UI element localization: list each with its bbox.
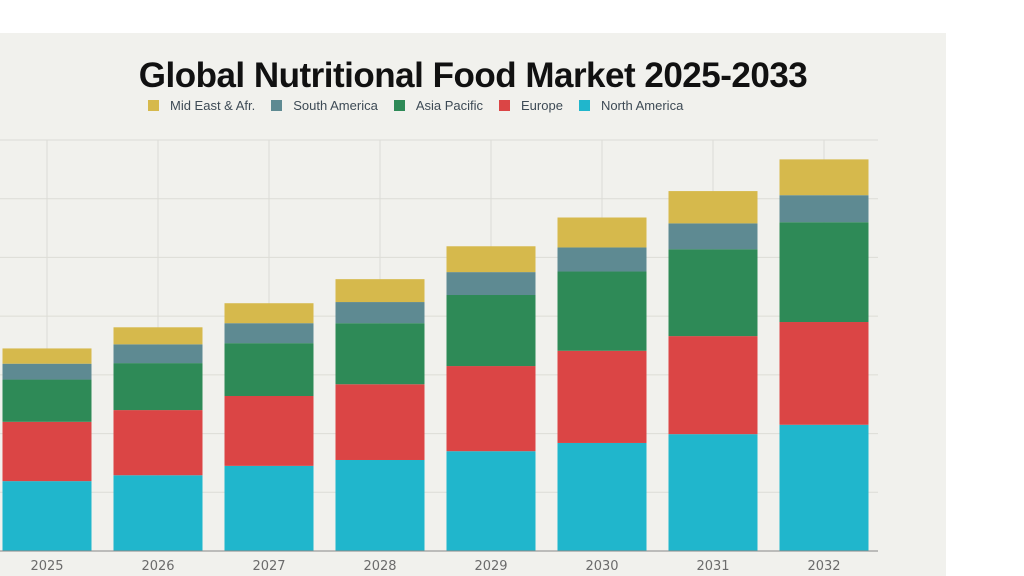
bar-segment-mid-east-afr--2032 xyxy=(779,159,869,196)
bar-segment-mid-east-afr--2031 xyxy=(668,191,758,224)
bar-segment-south-america-2031 xyxy=(668,223,758,250)
bar-segment-south-america-2027 xyxy=(224,323,314,344)
bar-segment-mid-east-afr--2030 xyxy=(557,217,647,248)
legend-swatch xyxy=(499,100,511,111)
legend: Mid East & Afr. South America Asia Pacific… xyxy=(148,98,683,113)
bar-segment-north-america-2031 xyxy=(668,434,758,551)
bar-segment-mid-east-afr--2027 xyxy=(224,303,314,324)
bar-segment-asia-pacific-2025 xyxy=(2,379,92,422)
legend-item: South America xyxy=(271,98,378,113)
x-tick-label: 2031 xyxy=(696,559,729,574)
bar-segment-asia-pacific-2030 xyxy=(557,271,647,351)
bar-segment-asia-pacific-2032 xyxy=(779,222,869,323)
bar-segment-mid-east-afr--2028 xyxy=(335,279,425,303)
bar-segment-north-america-2032 xyxy=(779,424,869,551)
bar-segment-north-america-2028 xyxy=(335,459,425,551)
legend-swatch xyxy=(148,100,159,111)
bar-segment-europe-2032 xyxy=(779,322,869,425)
legend-label: Asia Pacific xyxy=(415,98,484,113)
bar-segment-south-america-2028 xyxy=(335,302,425,324)
bar-segment-asia-pacific-2026 xyxy=(113,363,203,411)
x-tick-label: 2027 xyxy=(252,559,285,574)
bar-segment-asia-pacific-2027 xyxy=(224,343,314,396)
bar-segment-south-america-2025 xyxy=(2,363,92,380)
bar-segment-south-america-2030 xyxy=(557,247,647,272)
bar-segment-europe-2031 xyxy=(668,336,758,435)
bar-segment-mid-east-afr--2025 xyxy=(2,348,92,364)
legend-swatch xyxy=(578,100,590,111)
chart-title: Global Nutritional Food Market 2025-2033 xyxy=(138,56,808,95)
legend-item: Europe xyxy=(499,98,563,113)
legend-item: Asia Pacific xyxy=(393,98,484,113)
bar-segment-europe-2025 xyxy=(2,421,92,482)
legend-item: Mid East & Afr. xyxy=(148,98,255,113)
x-tick-label: 2026 xyxy=(141,559,174,574)
x-tick-label: 2025 xyxy=(30,559,63,574)
x-tick-label: 2032 xyxy=(807,559,840,574)
bar-segment-europe-2028 xyxy=(335,384,425,460)
legend-swatch xyxy=(393,100,405,111)
bar-segment-europe-2027 xyxy=(224,395,314,466)
legend-label: South America xyxy=(293,98,378,113)
legend-item: North America xyxy=(578,98,684,113)
x-tick-label: 2029 xyxy=(474,559,507,574)
bar-segment-asia-pacific-2028 xyxy=(335,323,425,385)
bar-segment-asia-pacific-2031 xyxy=(668,249,758,337)
bar-segment-europe-2030 xyxy=(557,350,647,443)
bar-segment-europe-2026 xyxy=(113,410,203,476)
bar-segment-north-america-2029 xyxy=(446,451,536,551)
bar-segment-asia-pacific-2029 xyxy=(446,295,536,367)
bar-segment-mid-east-afr--2029 xyxy=(446,246,536,273)
legend-label: Mid East & Afr. xyxy=(170,98,256,113)
bar-segment-south-america-2032 xyxy=(779,195,869,223)
x-tick-label: 2030 xyxy=(585,559,618,574)
bar-segment-europe-2029 xyxy=(446,366,536,452)
bar-segment-south-america-2026 xyxy=(113,344,203,364)
bar-segment-south-america-2029 xyxy=(446,272,536,296)
legend-label: Europe xyxy=(521,98,563,113)
bar-segment-north-america-2025 xyxy=(2,481,92,551)
legend-swatch xyxy=(271,100,283,111)
bar-segment-north-america-2026 xyxy=(113,475,203,551)
bar-segment-north-america-2030 xyxy=(557,442,647,551)
bar-segment-north-america-2027 xyxy=(224,465,314,551)
legend-label: North America xyxy=(600,98,684,113)
bar-segment-mid-east-afr--2026 xyxy=(113,327,203,345)
x-tick-label: 2028 xyxy=(363,559,396,574)
